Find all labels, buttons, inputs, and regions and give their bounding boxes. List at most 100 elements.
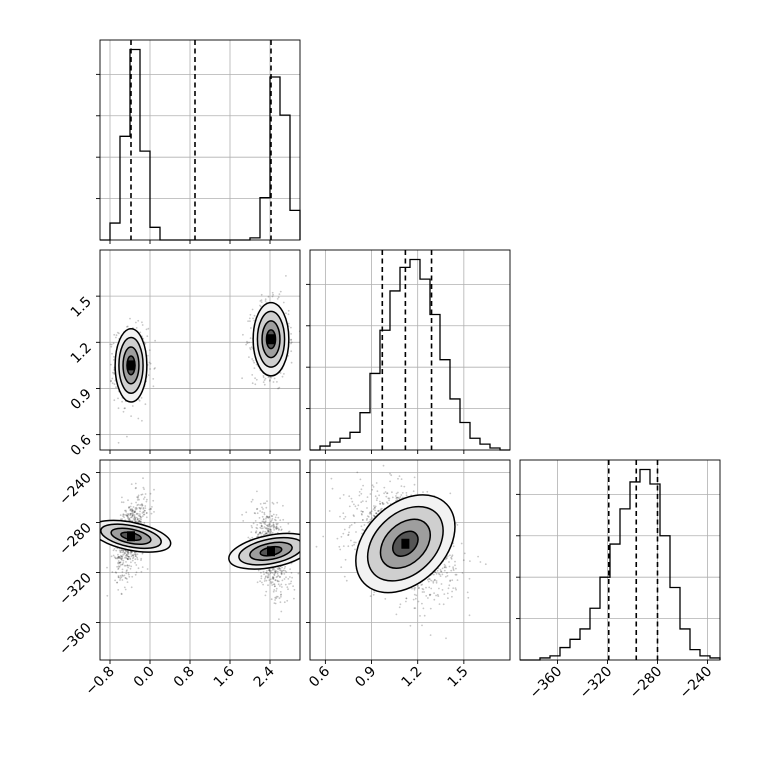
sample-point <box>259 503 262 505</box>
sample-point <box>271 515 274 518</box>
sample-point <box>277 574 280 577</box>
sample-point <box>119 557 122 559</box>
sample-point <box>263 526 266 528</box>
sample-point <box>405 494 408 497</box>
sample-point <box>119 574 122 577</box>
sample-point <box>279 576 281 578</box>
sample-point <box>454 573 457 576</box>
sample-point <box>268 522 271 524</box>
sample-point <box>256 490 258 493</box>
density-panel-p0-p2: −0.8 0.0 0.8 1.6 2.4 −360 −320 −280 −240 <box>56 459 301 699</box>
sample-point <box>135 487 137 489</box>
sample-point <box>106 594 109 597</box>
sample-point <box>132 556 135 559</box>
sample-point <box>255 363 258 366</box>
sample-point <box>269 572 272 575</box>
sample-point <box>119 579 121 581</box>
sample-point <box>276 381 278 383</box>
sample-point <box>133 511 136 513</box>
sample-point <box>115 336 117 339</box>
gridlines <box>310 460 510 660</box>
sample-point <box>143 496 146 499</box>
sample-point <box>120 592 123 595</box>
sample-point <box>130 516 133 519</box>
sample-point <box>443 566 446 568</box>
sample-point <box>267 525 270 527</box>
sample-point <box>110 379 112 382</box>
sample-point <box>261 515 264 518</box>
sample-point <box>451 555 453 558</box>
sample-point <box>285 275 287 277</box>
sample-point <box>275 571 277 573</box>
sample-point <box>259 300 262 302</box>
sample-point <box>262 381 265 383</box>
sample-point <box>386 492 388 495</box>
sample-point <box>276 567 279 570</box>
sample-point <box>282 569 285 572</box>
density-peak <box>267 334 275 345</box>
sample-point <box>121 557 124 560</box>
sample-point <box>267 530 270 533</box>
sample-point <box>111 352 113 355</box>
sample-point <box>109 343 112 346</box>
sample-point <box>140 557 143 560</box>
sample-point <box>292 585 294 588</box>
sample-point <box>118 556 121 558</box>
sample-point <box>121 563 123 566</box>
sample-point <box>338 545 341 548</box>
sample-point <box>315 545 318 548</box>
sample-point <box>268 569 271 572</box>
sample-point <box>275 570 277 572</box>
sample-point <box>137 417 140 420</box>
sample-point <box>127 551 130 554</box>
sample-point <box>128 506 131 508</box>
sample-point <box>440 570 442 573</box>
sample-point <box>260 525 263 527</box>
sample-point <box>287 522 290 525</box>
sample-point <box>440 570 443 573</box>
sample-point <box>263 573 265 576</box>
sample-point <box>267 527 269 530</box>
sample-point <box>112 342 115 345</box>
sample-point <box>429 594 431 597</box>
sample-point <box>397 477 399 480</box>
sample-point <box>272 527 275 529</box>
sample-point <box>413 607 416 610</box>
sample-point <box>354 541 357 544</box>
sample-point <box>276 298 279 300</box>
sample-point <box>280 529 283 531</box>
sample-point <box>131 575 134 578</box>
sample-point <box>279 591 282 593</box>
sample-point <box>121 555 123 558</box>
sample-point <box>120 576 123 579</box>
sample-point <box>276 580 279 583</box>
sample-point <box>253 367 256 369</box>
sample-point <box>137 497 139 499</box>
sample-point <box>136 518 139 521</box>
sample-point <box>254 383 257 386</box>
sample-point <box>352 514 355 517</box>
sample-point <box>134 511 136 514</box>
sample-point <box>289 582 292 585</box>
sample-point <box>259 531 261 534</box>
sample-point <box>119 551 122 554</box>
sample-point <box>266 524 269 527</box>
sample-point <box>386 502 389 505</box>
sample-point <box>113 556 116 558</box>
sample-point <box>122 554 124 556</box>
sample-point <box>280 570 283 573</box>
sample-point <box>145 500 148 503</box>
sample-point <box>422 491 424 493</box>
sample-point <box>266 532 269 534</box>
x-tick-label: 1.6 <box>211 663 238 690</box>
sample-point <box>152 378 155 380</box>
sample-point <box>146 354 149 357</box>
sample-point <box>117 407 120 410</box>
sample-point <box>273 525 275 528</box>
sample-point <box>260 575 263 578</box>
sample-point <box>428 586 431 589</box>
sample-point <box>110 555 113 558</box>
sample-point <box>420 584 423 586</box>
sample-point <box>131 405 134 407</box>
sample-point <box>126 555 128 557</box>
